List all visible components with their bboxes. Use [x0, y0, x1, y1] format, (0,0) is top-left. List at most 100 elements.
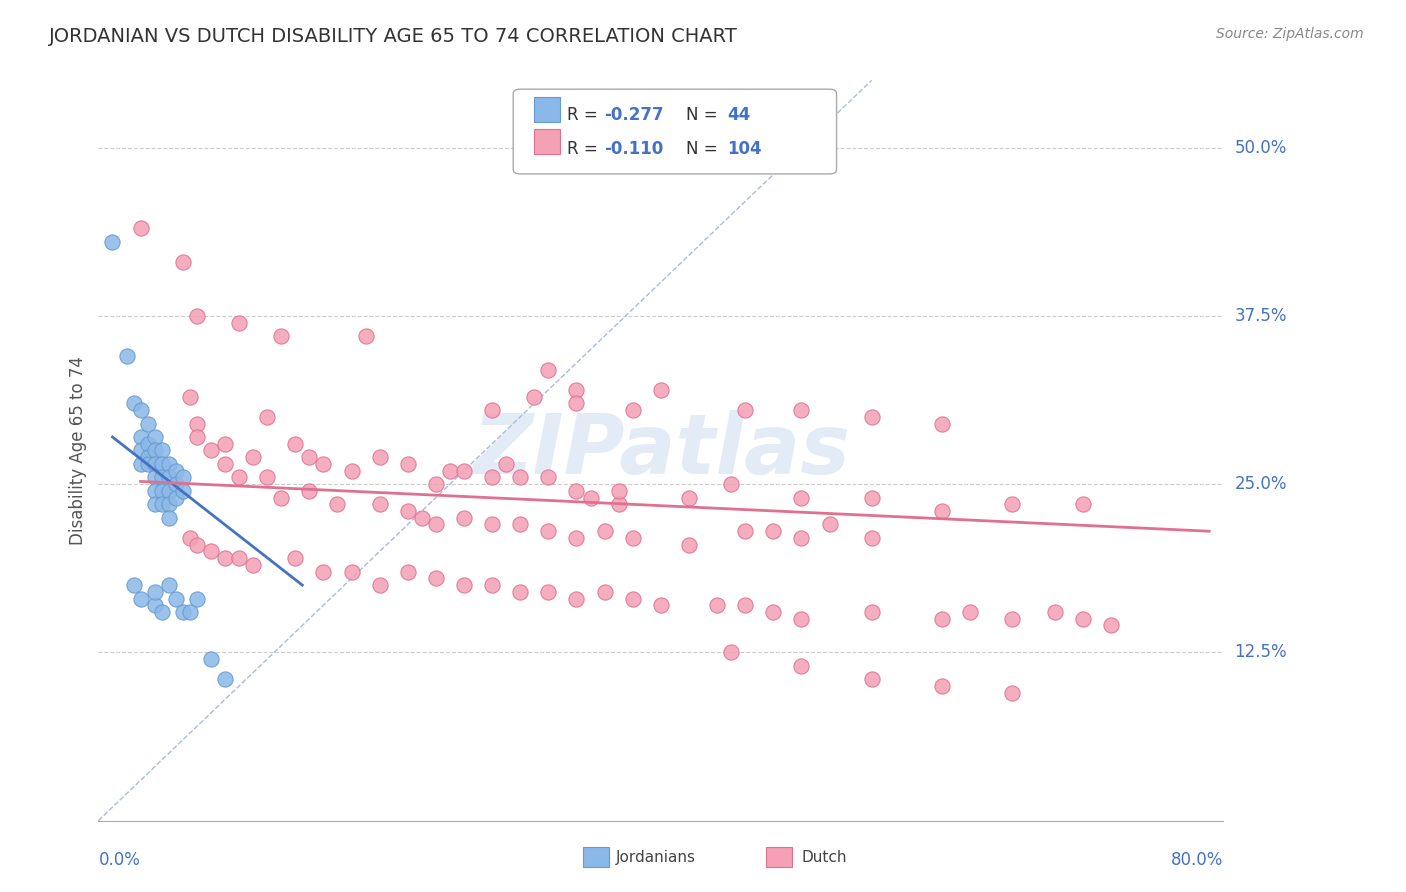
- Point: [228, 470, 250, 484]
- Point: [150, 483, 173, 498]
- Point: [143, 430, 166, 444]
- Point: [179, 605, 201, 619]
- Point: [790, 612, 813, 626]
- Point: [762, 605, 785, 619]
- Point: [284, 436, 307, 450]
- Point: [860, 673, 883, 687]
- Point: [340, 565, 363, 579]
- Point: [481, 470, 503, 484]
- Point: [1071, 612, 1094, 626]
- Point: [396, 457, 419, 471]
- Point: [720, 477, 742, 491]
- Point: [537, 470, 560, 484]
- Point: [678, 491, 700, 505]
- Point: [565, 383, 588, 397]
- Point: [157, 483, 180, 498]
- Text: N =: N =: [686, 140, 717, 158]
- Point: [157, 510, 180, 524]
- Point: [157, 457, 180, 471]
- Point: [214, 436, 236, 450]
- Point: [565, 483, 588, 498]
- Point: [326, 497, 349, 511]
- Point: [621, 591, 644, 606]
- Point: [860, 531, 883, 545]
- Point: [242, 450, 264, 465]
- Point: [593, 584, 616, 599]
- Point: [165, 491, 187, 505]
- Point: [136, 450, 159, 465]
- Point: [200, 652, 222, 666]
- Text: -0.110: -0.110: [605, 140, 664, 158]
- Point: [425, 517, 447, 532]
- Text: ZIPatlas: ZIPatlas: [472, 410, 849, 491]
- Point: [565, 531, 588, 545]
- Point: [122, 396, 145, 410]
- Point: [172, 605, 194, 619]
- Point: [143, 599, 166, 613]
- Point: [368, 497, 391, 511]
- Text: N =: N =: [686, 106, 717, 124]
- Point: [706, 599, 728, 613]
- Point: [720, 645, 742, 659]
- Point: [1001, 686, 1024, 700]
- Text: Source: ZipAtlas.com: Source: ZipAtlas.com: [1216, 27, 1364, 41]
- Point: [396, 565, 419, 579]
- Point: [607, 497, 630, 511]
- Text: 37.5%: 37.5%: [1234, 307, 1286, 325]
- Point: [150, 457, 173, 471]
- Text: 44: 44: [727, 106, 751, 124]
- Point: [312, 565, 335, 579]
- Point: [495, 457, 517, 471]
- Point: [143, 443, 166, 458]
- Point: [186, 430, 208, 444]
- Point: [101, 235, 124, 249]
- Point: [593, 524, 616, 539]
- Point: [959, 605, 981, 619]
- Point: [200, 544, 222, 558]
- Text: Jordanians: Jordanians: [616, 850, 696, 864]
- Point: [214, 551, 236, 566]
- Point: [425, 571, 447, 585]
- Point: [200, 443, 222, 458]
- Point: [425, 477, 447, 491]
- Point: [186, 417, 208, 431]
- Point: [312, 457, 335, 471]
- Point: [165, 591, 187, 606]
- Point: [790, 491, 813, 505]
- Point: [565, 396, 588, 410]
- Text: 80.0%: 80.0%: [1171, 851, 1223, 869]
- Point: [256, 470, 278, 484]
- Point: [136, 436, 159, 450]
- Point: [509, 584, 531, 599]
- Point: [228, 551, 250, 566]
- Point: [790, 403, 813, 417]
- Point: [931, 679, 953, 693]
- Point: [157, 578, 180, 592]
- Point: [186, 591, 208, 606]
- Point: [860, 491, 883, 505]
- Point: [579, 491, 602, 505]
- Point: [340, 464, 363, 478]
- Text: 104: 104: [727, 140, 762, 158]
- Point: [818, 517, 841, 532]
- Point: [129, 430, 152, 444]
- Point: [678, 538, 700, 552]
- Text: 50.0%: 50.0%: [1234, 138, 1286, 157]
- Point: [129, 443, 152, 458]
- Point: [368, 450, 391, 465]
- Point: [453, 578, 475, 592]
- Point: [439, 464, 461, 478]
- Point: [270, 329, 292, 343]
- Point: [157, 497, 180, 511]
- Point: [172, 470, 194, 484]
- Point: [1001, 612, 1024, 626]
- Point: [790, 658, 813, 673]
- Point: [931, 417, 953, 431]
- Point: [368, 578, 391, 592]
- Point: [734, 403, 756, 417]
- Point: [143, 457, 166, 471]
- Text: JORDANIAN VS DUTCH DISABILITY AGE 65 TO 74 CORRELATION CHART: JORDANIAN VS DUTCH DISABILITY AGE 65 TO …: [49, 27, 738, 45]
- Point: [650, 383, 672, 397]
- Point: [537, 584, 560, 599]
- Point: [481, 403, 503, 417]
